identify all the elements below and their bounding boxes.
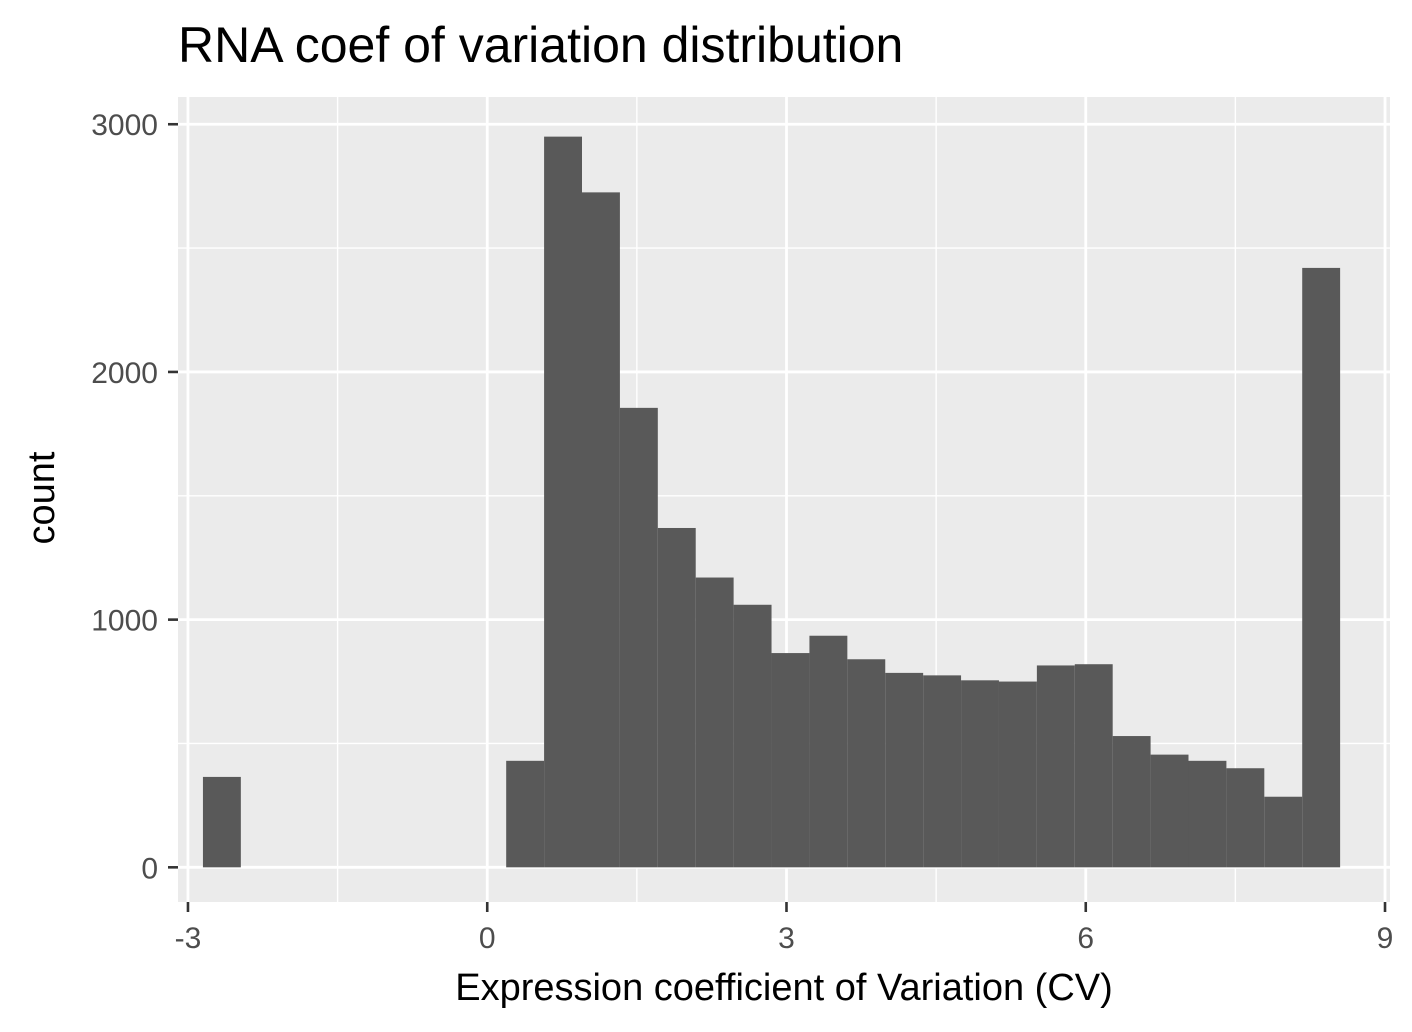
histogram-bar	[544, 136, 582, 868]
x-tick-label: 0	[479, 922, 496, 955]
histogram-bar	[506, 760, 545, 868]
histogram-bar	[771, 653, 810, 868]
histogram-bar	[1264, 796, 1303, 868]
x-axis: -3 0 3 6 9	[175, 902, 1394, 955]
histogram-bar	[582, 192, 620, 868]
histogram-bar	[847, 659, 886, 868]
y-axis: 0 1000 2000 3000	[91, 109, 178, 885]
histogram-bar	[961, 680, 999, 868]
histogram-bar	[809, 635, 848, 868]
histogram-bar	[1074, 664, 1113, 868]
histogram-bar	[1150, 754, 1189, 868]
histogram-bar	[998, 681, 1037, 868]
histogram-bar	[657, 527, 696, 868]
y-tick-label: 3000	[91, 109, 158, 142]
histogram-bar	[1112, 736, 1151, 868]
x-tick-label: -3	[175, 922, 202, 955]
histogram-bar	[885, 672, 924, 868]
histogram-bar	[733, 604, 772, 868]
y-tick-label: 2000	[91, 357, 158, 390]
histogram-bar	[619, 407, 658, 868]
y-axis-title: count	[21, 451, 63, 544]
histogram-bar	[923, 675, 962, 868]
x-tick-label: 3	[778, 922, 795, 955]
chart-title: RNA coef of variation distribution	[178, 17, 903, 73]
x-tick-label: 6	[1077, 922, 1094, 955]
histogram-bar	[1188, 760, 1227, 868]
histogram-bars	[202, 136, 1341, 868]
x-axis-title: Expression coefficient of Variation (CV)	[455, 967, 1113, 1009]
histogram-bar	[1302, 267, 1341, 868]
y-tick-label: 0	[141, 852, 158, 885]
x-tick-label: 9	[1377, 922, 1394, 955]
histogram-bar	[1036, 665, 1075, 868]
histogram-bar	[202, 776, 241, 868]
y-tick-label: 1000	[91, 605, 158, 638]
histogram-bar	[1226, 768, 1265, 868]
histogram-bar	[695, 577, 734, 868]
